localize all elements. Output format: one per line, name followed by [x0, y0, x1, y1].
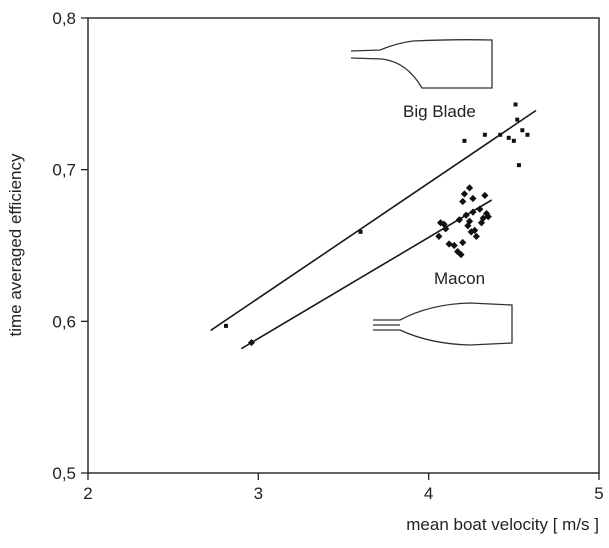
y-axis-label: time averaged efficiency	[6, 153, 25, 337]
macon-point	[454, 247, 462, 256]
macon-point	[462, 211, 470, 219]
macon-blade-icon	[373, 302, 513, 346]
macon-point	[440, 220, 448, 228]
macon-point	[435, 232, 443, 240]
macon-point	[482, 210, 491, 218]
macon-point	[472, 232, 480, 240]
macon-point	[469, 194, 477, 203]
macon-point	[464, 222, 472, 230]
big-blade-label: Big Blade	[403, 102, 476, 121]
x-tick-label: 5	[594, 484, 603, 503]
big-blade-point	[525, 132, 530, 137]
x-tick-label: 3	[254, 484, 263, 503]
big-blade-point	[358, 229, 363, 234]
axis-ticks: 2 3 4 5 0,5 0,6 0,7 0,8	[52, 9, 603, 503]
plot-frame	[87, 17, 600, 474]
big-blade-point	[515, 117, 520, 122]
y-tick-label: 0,8	[52, 9, 76, 28]
macon-point	[460, 190, 469, 198]
y-tick-label: 0,7	[52, 161, 76, 180]
macon-fit-line	[240, 199, 493, 350]
macon-point	[465, 184, 474, 192]
macon-point	[465, 217, 474, 225]
macon-point	[247, 338, 256, 347]
big-blade-point	[513, 102, 518, 107]
y-tick-label: 0,6	[52, 312, 76, 331]
macon-point	[481, 191, 489, 200]
macon-point	[471, 226, 479, 234]
big-blade-point	[511, 138, 516, 143]
macon-point	[450, 241, 458, 250]
data-points	[223, 102, 530, 347]
big-blade-point	[223, 323, 228, 328]
macon-point	[469, 208, 477, 216]
x-tick-label: 2	[83, 484, 92, 503]
y-tick-label: 0,5	[52, 464, 76, 483]
big-blade-point	[506, 135, 511, 140]
macon-point	[459, 197, 467, 206]
big-blade-point	[516, 163, 521, 168]
big-blade-point	[482, 132, 487, 137]
big-blade-point	[520, 128, 525, 133]
big-blade-icon	[350, 39, 493, 89]
big-blade-point	[462, 138, 467, 143]
macon-point	[459, 238, 467, 247]
big-blade-fit-line	[210, 109, 537, 332]
big-blade-point	[498, 132, 503, 137]
x-tick-label: 4	[424, 484, 433, 503]
macon-point	[436, 219, 445, 227]
macon-point	[476, 205, 484, 213]
macon-point	[484, 213, 492, 221]
macon-point	[442, 225, 450, 233]
macon-point	[445, 240, 453, 248]
fit-lines	[210, 109, 537, 350]
macon-point	[455, 216, 463, 224]
macon-point	[477, 219, 486, 227]
macon-point	[457, 251, 465, 259]
macon-label: Macon	[434, 269, 485, 288]
x-axis-label: mean boat velocity [ m/s ]	[406, 515, 599, 534]
